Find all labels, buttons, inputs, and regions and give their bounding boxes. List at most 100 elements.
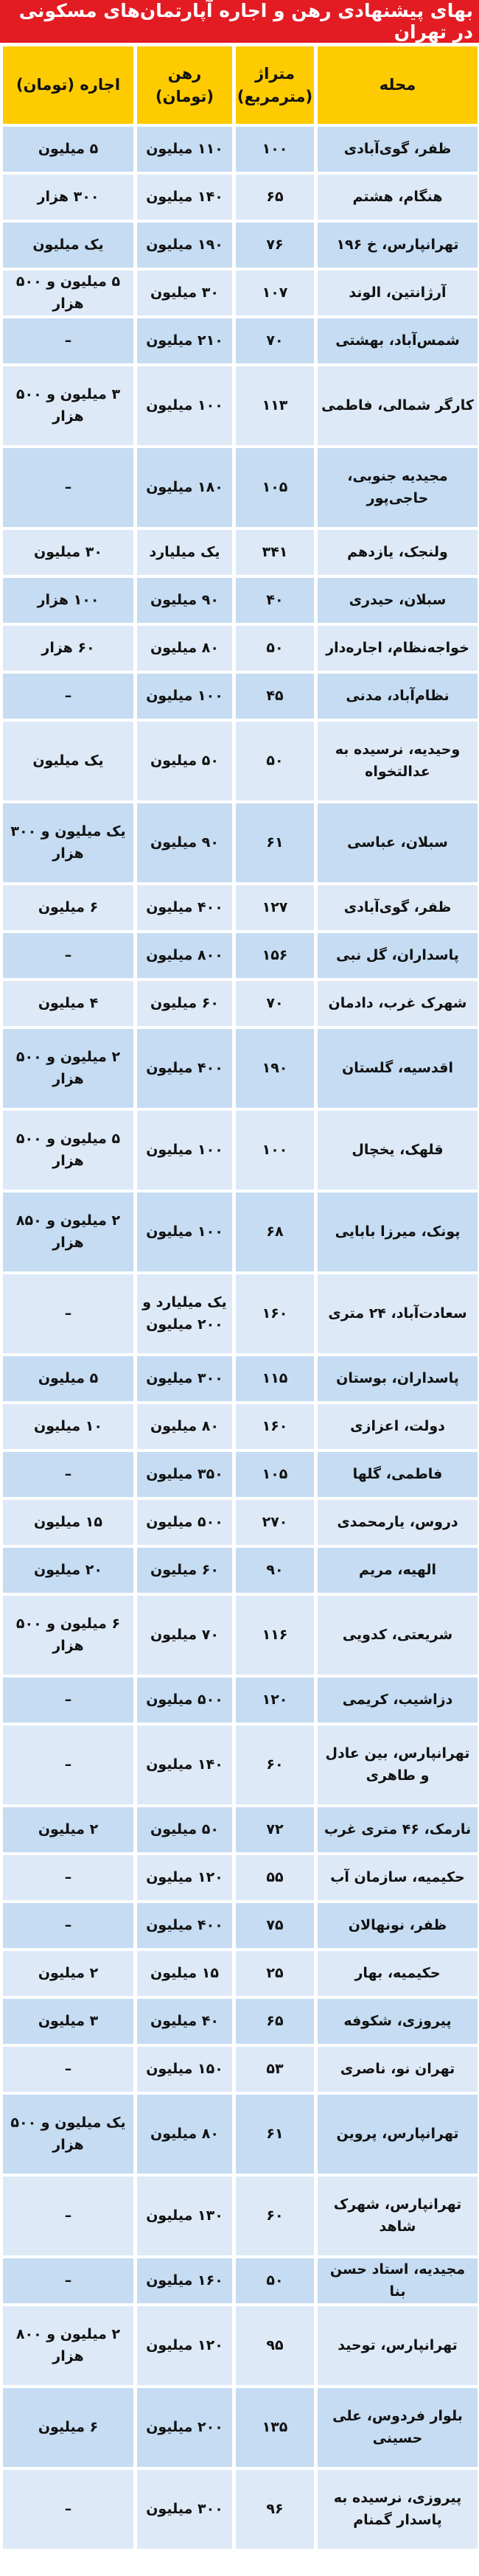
cell-rent: – [3, 1452, 133, 1497]
cell-deposit: ۸۰ میلیون [137, 2095, 232, 2174]
cell-rent: ۱۰۰ هزار [3, 578, 133, 623]
cell-deposit: ۱۴۰ میلیون [137, 1725, 232, 1804]
cell-area: الهیه، مریم [318, 1548, 478, 1593]
cell-rent: – [3, 1678, 133, 1722]
cell-size: ۱۲۷ [236, 885, 314, 930]
table-row: ولنجک، یازدهم ۳۴۱ یک میلیارد ۳۰ میلیون [2, 530, 478, 575]
cell-area: پاسداران، گل نبی [318, 933, 478, 978]
table-row: دروس، یارمحمدی ۲۷۰ ۵۰۰ میلیون ۱۵ میلیون [2, 1500, 478, 1545]
cell-size: ۲۷۰ [236, 1500, 314, 1545]
cell-size: ۶۸ [236, 1193, 314, 1271]
cell-deposit: ۱۴۰ میلیون [137, 175, 232, 220]
cell-area: دروس، یارمحمدی [318, 1500, 478, 1545]
cell-deposit: ۱۸۰ میلیون [137, 448, 232, 527]
cell-size: ۵۰ [236, 626, 314, 671]
cell-size: ۱۰۵ [236, 448, 314, 527]
cell-rent: ۲ میلیون [3, 1807, 133, 1852]
table-row: ظفر، نونهالان ۷۵ ۴۰۰ میلیون – [2, 1903, 478, 1948]
table-row: تهرانپارس، خ ۱۹۶ ۷۶ ۱۹۰ میلیون یک میلیون [2, 223, 478, 268]
table-header: محله متراژ (مترمربع) رهن (تومان) اجاره (… [2, 46, 478, 124]
cell-rent: – [3, 318, 133, 363]
cell-deposit: ۵۰ میلیون [137, 1807, 232, 1852]
table-title: بهای پیشنهادی رهن و اجاره آپارتمان‌های م… [0, 0, 479, 43]
cell-rent: ۲۰ میلیون [3, 1548, 133, 1593]
table-row: پاسداران، گل نبی ۱۵۶ ۸۰۰ میلیون – [2, 933, 478, 978]
cell-rent: ۱۵ میلیون [3, 1500, 133, 1545]
cell-area: تهرانپارس، شهرک شاهد [318, 2177, 478, 2255]
cell-rent: ۲ میلیون و ۸۵۰ هزار [3, 1193, 133, 1271]
cell-rent: – [3, 1855, 133, 1900]
cell-deposit: ۱۰۰ میلیون [137, 1193, 232, 1271]
table-row: دولت، اعزازی ۱۶۰ ۸۰ میلیون ۱۰ میلیون [2, 1404, 478, 1449]
table-row: سعادت‌آباد، ۲۴ متری ۱۶۰ یک میلیارد و ۲۰۰ م… [2, 1274, 478, 1353]
cell-deposit: ۵۰۰ میلیون [137, 1500, 232, 1545]
cell-deposit: ۷۰ میلیون [137, 1596, 232, 1675]
cell-size: ۱۰۰ [236, 1111, 314, 1190]
cell-area: ولنجک، یازدهم [318, 530, 478, 575]
cell-area: نارمک، ۴۶ متری غرب [318, 1807, 478, 1852]
cell-area: مجیدیه، استاد حسن بنا [318, 2258, 478, 2303]
cell-size: ۴۵ [236, 674, 314, 719]
cell-deposit: یک میلیارد [137, 530, 232, 575]
cell-size: ۵۳ [236, 2047, 314, 2092]
table-row: سبلان، عباسی ۶۱ ۹۰ میلیون یک میلیون و ۳۰۰ ه… [2, 803, 478, 882]
cell-area: حکیمیه، بهار [318, 1951, 478, 1996]
cell-area: آرژانتین، الوند [318, 270, 478, 315]
cell-rent: – [3, 2470, 133, 2549]
cell-deposit: ۶۰ میلیون [137, 981, 232, 1026]
cell-rent: ۲ میلیون [3, 1951, 133, 1996]
cell-size: ۱۱۶ [236, 1596, 314, 1675]
cell-rent: – [3, 2177, 133, 2255]
cell-deposit: ۱۵۰ میلیون [137, 2047, 232, 2092]
table-row: نارمک، ۴۶ متری غرب ۷۲ ۵۰ میلیون ۲ میلیون [2, 1807, 478, 1852]
cell-deposit: ۱۱۰ میلیون [137, 127, 232, 172]
cell-area: ظفر، گوی‌آبادی [318, 127, 478, 172]
cell-size: ۳۴۱ [236, 530, 314, 575]
cell-area: شریعتی، کدویی [318, 1596, 478, 1675]
cell-deposit: ۳۰۰ میلیون [137, 1356, 232, 1401]
table-row: الهیه، مریم ۹۰ ۶۰ میلیون ۲۰ میلیون [2, 1548, 478, 1593]
cell-size: ۱۶۰ [236, 1404, 314, 1449]
cell-deposit: ۴۰۰ میلیون [137, 885, 232, 930]
cell-rent: ۴ میلیون [3, 981, 133, 1026]
table-row: پیروزی، نرسیده به پاسدار گمنام ۹۶ ۳۰۰ میلی… [2, 2470, 478, 2549]
cell-rent: ۵ میلیون و ۵۰۰ هزار [3, 1111, 133, 1190]
table-row: قلهک، یخچال ۱۰۰ ۱۰۰ میلیون ۵ میلیون و ۵۰۰ ه… [2, 1111, 478, 1190]
table-row: حکیمیه، بهار ۲۵ ۱۵ میلیون ۲ میلیون [2, 1951, 478, 1996]
cell-size: ۶۰ [236, 2177, 314, 2255]
cell-area: نظام‌آباد، مدنی [318, 674, 478, 719]
cell-deposit: ۲۰۰ میلیون [137, 2388, 232, 2467]
cell-size: ۵۰ [236, 2258, 314, 2303]
cell-size: ۷۵ [236, 1903, 314, 1948]
table-row: خواجه‌نظام، اجاره‌دار ۵۰ ۸۰ میلیون ۶۰ هزار [2, 626, 478, 671]
cell-area: پیروزی، شکوفه [318, 1999, 478, 2044]
cell-rent: – [3, 448, 133, 527]
cell-area: حکیمیه، سازمان آب [318, 1855, 478, 1900]
cell-rent: یک میلیون [3, 223, 133, 268]
table-row: تهران نو، ناصری ۵۳ ۱۵۰ میلیون – [2, 2047, 478, 2092]
cell-deposit: ۹۰ میلیون [137, 578, 232, 623]
cell-size: ۱۰۷ [236, 270, 314, 315]
header-size: متراژ (مترمربع) [236, 46, 314, 124]
table-row: اقدسیه، گلستان ۱۹۰ ۴۰۰ میلیون ۲ میلیون و ۵۰… [2, 1029, 478, 1108]
table-row: شمس‌آباد، بهشتی ۷۰ ۲۱۰ میلیون – [2, 318, 478, 363]
cell-area: دزاشیب، کریمی [318, 1678, 478, 1722]
table-row: تهرانپارس، پروین ۶۱ ۸۰ میلیون یک میلیون و ۵… [2, 2095, 478, 2174]
cell-size: ۱۶۰ [236, 1274, 314, 1353]
cell-deposit: ۵۰۰ میلیون [137, 1678, 232, 1722]
cell-deposit: ۱۳۰ میلیون [137, 2177, 232, 2255]
cell-size: ۱۰۰ [236, 127, 314, 172]
cell-rent: ۶ میلیون [3, 885, 133, 930]
cell-area: تهرانپارس، پروین [318, 2095, 478, 2174]
cell-rent: یک میلیون [3, 722, 133, 800]
cell-rent: ۱۰ میلیون [3, 1404, 133, 1449]
cell-rent: – [3, 674, 133, 719]
cell-rent: ۲ میلیون و ۸۰۰ هزار [3, 2306, 133, 2385]
cell-size: ۴۰ [236, 578, 314, 623]
table-row: هنگام، هشتم ۶۵ ۱۴۰ میلیون ۳۰۰ هزار [2, 175, 478, 220]
cell-rent: ۳۰۰ هزار [3, 175, 133, 220]
cell-area: شهرک غرب، دادمان [318, 981, 478, 1026]
cell-area: سبلان، حیدری [318, 578, 478, 623]
cell-rent: – [3, 1274, 133, 1353]
table-row: پیروزی، شکوفه ۶۵ ۴۰ میلیون ۳ میلیون [2, 1999, 478, 2044]
